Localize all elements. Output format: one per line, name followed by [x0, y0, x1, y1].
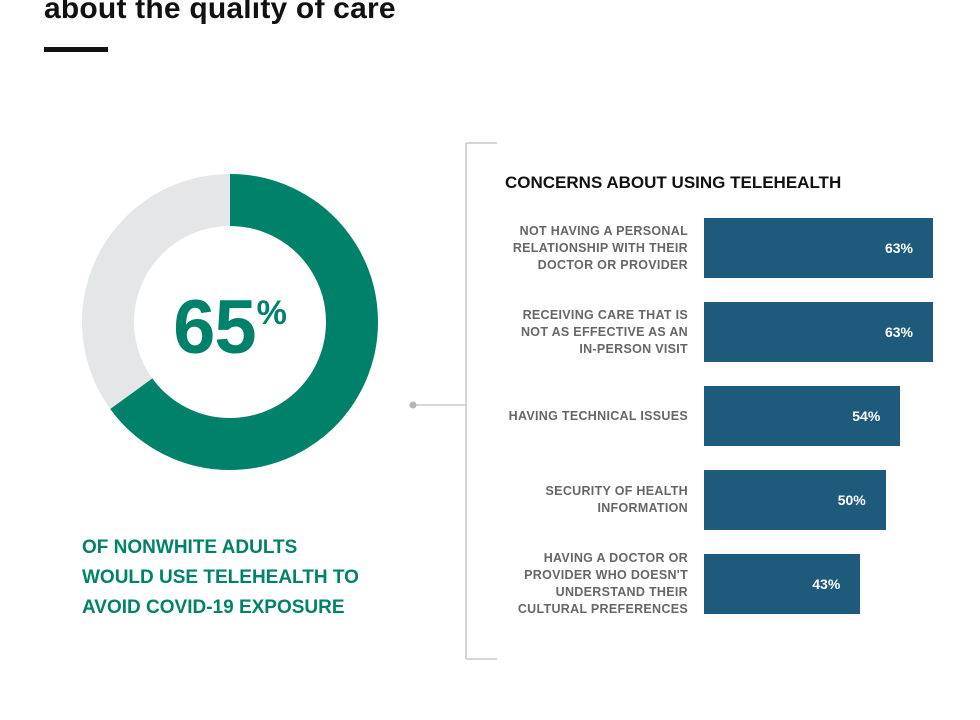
bar-value-label: 43% — [812, 576, 841, 592]
bar-label-line: PROVIDER WHO DOESN'T — [524, 568, 688, 582]
bar-value-label: 63% — [884, 240, 913, 256]
bar-label: HAVING A DOCTOR OR PROVIDER WHO DOESN'T UN… — [448, 550, 688, 618]
donut-value-arc — [110, 174, 378, 470]
bar: 54% — [704, 386, 901, 446]
bar-label-line: HAVING TECHNICAL ISSUES — [508, 408, 688, 423]
bar-label: SECURITY OF HEALTH INFORMATION — [448, 483, 688, 517]
bar-label: NOT HAVING A PERSONAL RELATIONSHIP WITH T… — [448, 223, 688, 274]
bar-value-label: 50% — [837, 492, 866, 508]
chart-title: CONCERNS ABOUT USING TELEHEALTH — [505, 173, 842, 192]
bar-label-line: DOCTOR OR PROVIDER — [537, 257, 688, 272]
bar: 50% — [704, 470, 886, 530]
bar-label-line: RELATIONSHIP WITH THEIR — [512, 240, 688, 255]
caption-line: WOULD USE TELEHEALTH TO — [82, 567, 359, 588]
big-stat-value: 65 — [173, 285, 257, 370]
bar-label: RECEIVING CARE THAT IS NOT AS EFFECTIVE A… — [448, 307, 688, 358]
bar-label-line: RECEIVING CARE THAT IS — [522, 307, 688, 322]
bar-label-line: INFORMATION — [597, 501, 688, 515]
caption-line: AVOID COVID-19 EXPOSURE — [82, 597, 345, 618]
bar-label-line: IN-PERSON VISIT — [579, 341, 688, 356]
bar-label-line: NOT HAVING A PERSONAL — [519, 223, 688, 238]
bar: 63% — [704, 218, 933, 278]
stat-caption: OF NONWHITE ADULTS WOULD USE TELEHEALTH … — [82, 533, 412, 623]
caption-line: OF NONWHITE ADULTS — [82, 537, 298, 558]
bar-label-line: SECURITY OF HEALTH — [545, 484, 688, 498]
bar: 63% — [704, 302, 933, 362]
bar-label-line: NOT AS EFFECTIVE AS AN — [520, 324, 688, 339]
bar-value-label: 63% — [884, 324, 913, 340]
bar-label-line: HAVING A DOCTOR OR — [543, 551, 688, 565]
bar-value-label: 54% — [852, 408, 881, 424]
headline: about the quality of care — [44, 0, 396, 25]
big-stat: 65% — [173, 290, 287, 366]
bar-label-line: CULTURAL PREFERENCES — [517, 602, 688, 616]
headline-underline — [44, 47, 108, 52]
bar-label-line: UNDERSTAND THEIR — [555, 585, 688, 599]
big-stat-unit: % — [256, 294, 287, 332]
bar: 43% — [704, 554, 861, 614]
bar-label: HAVING TECHNICAL ISSUES — [448, 408, 688, 425]
